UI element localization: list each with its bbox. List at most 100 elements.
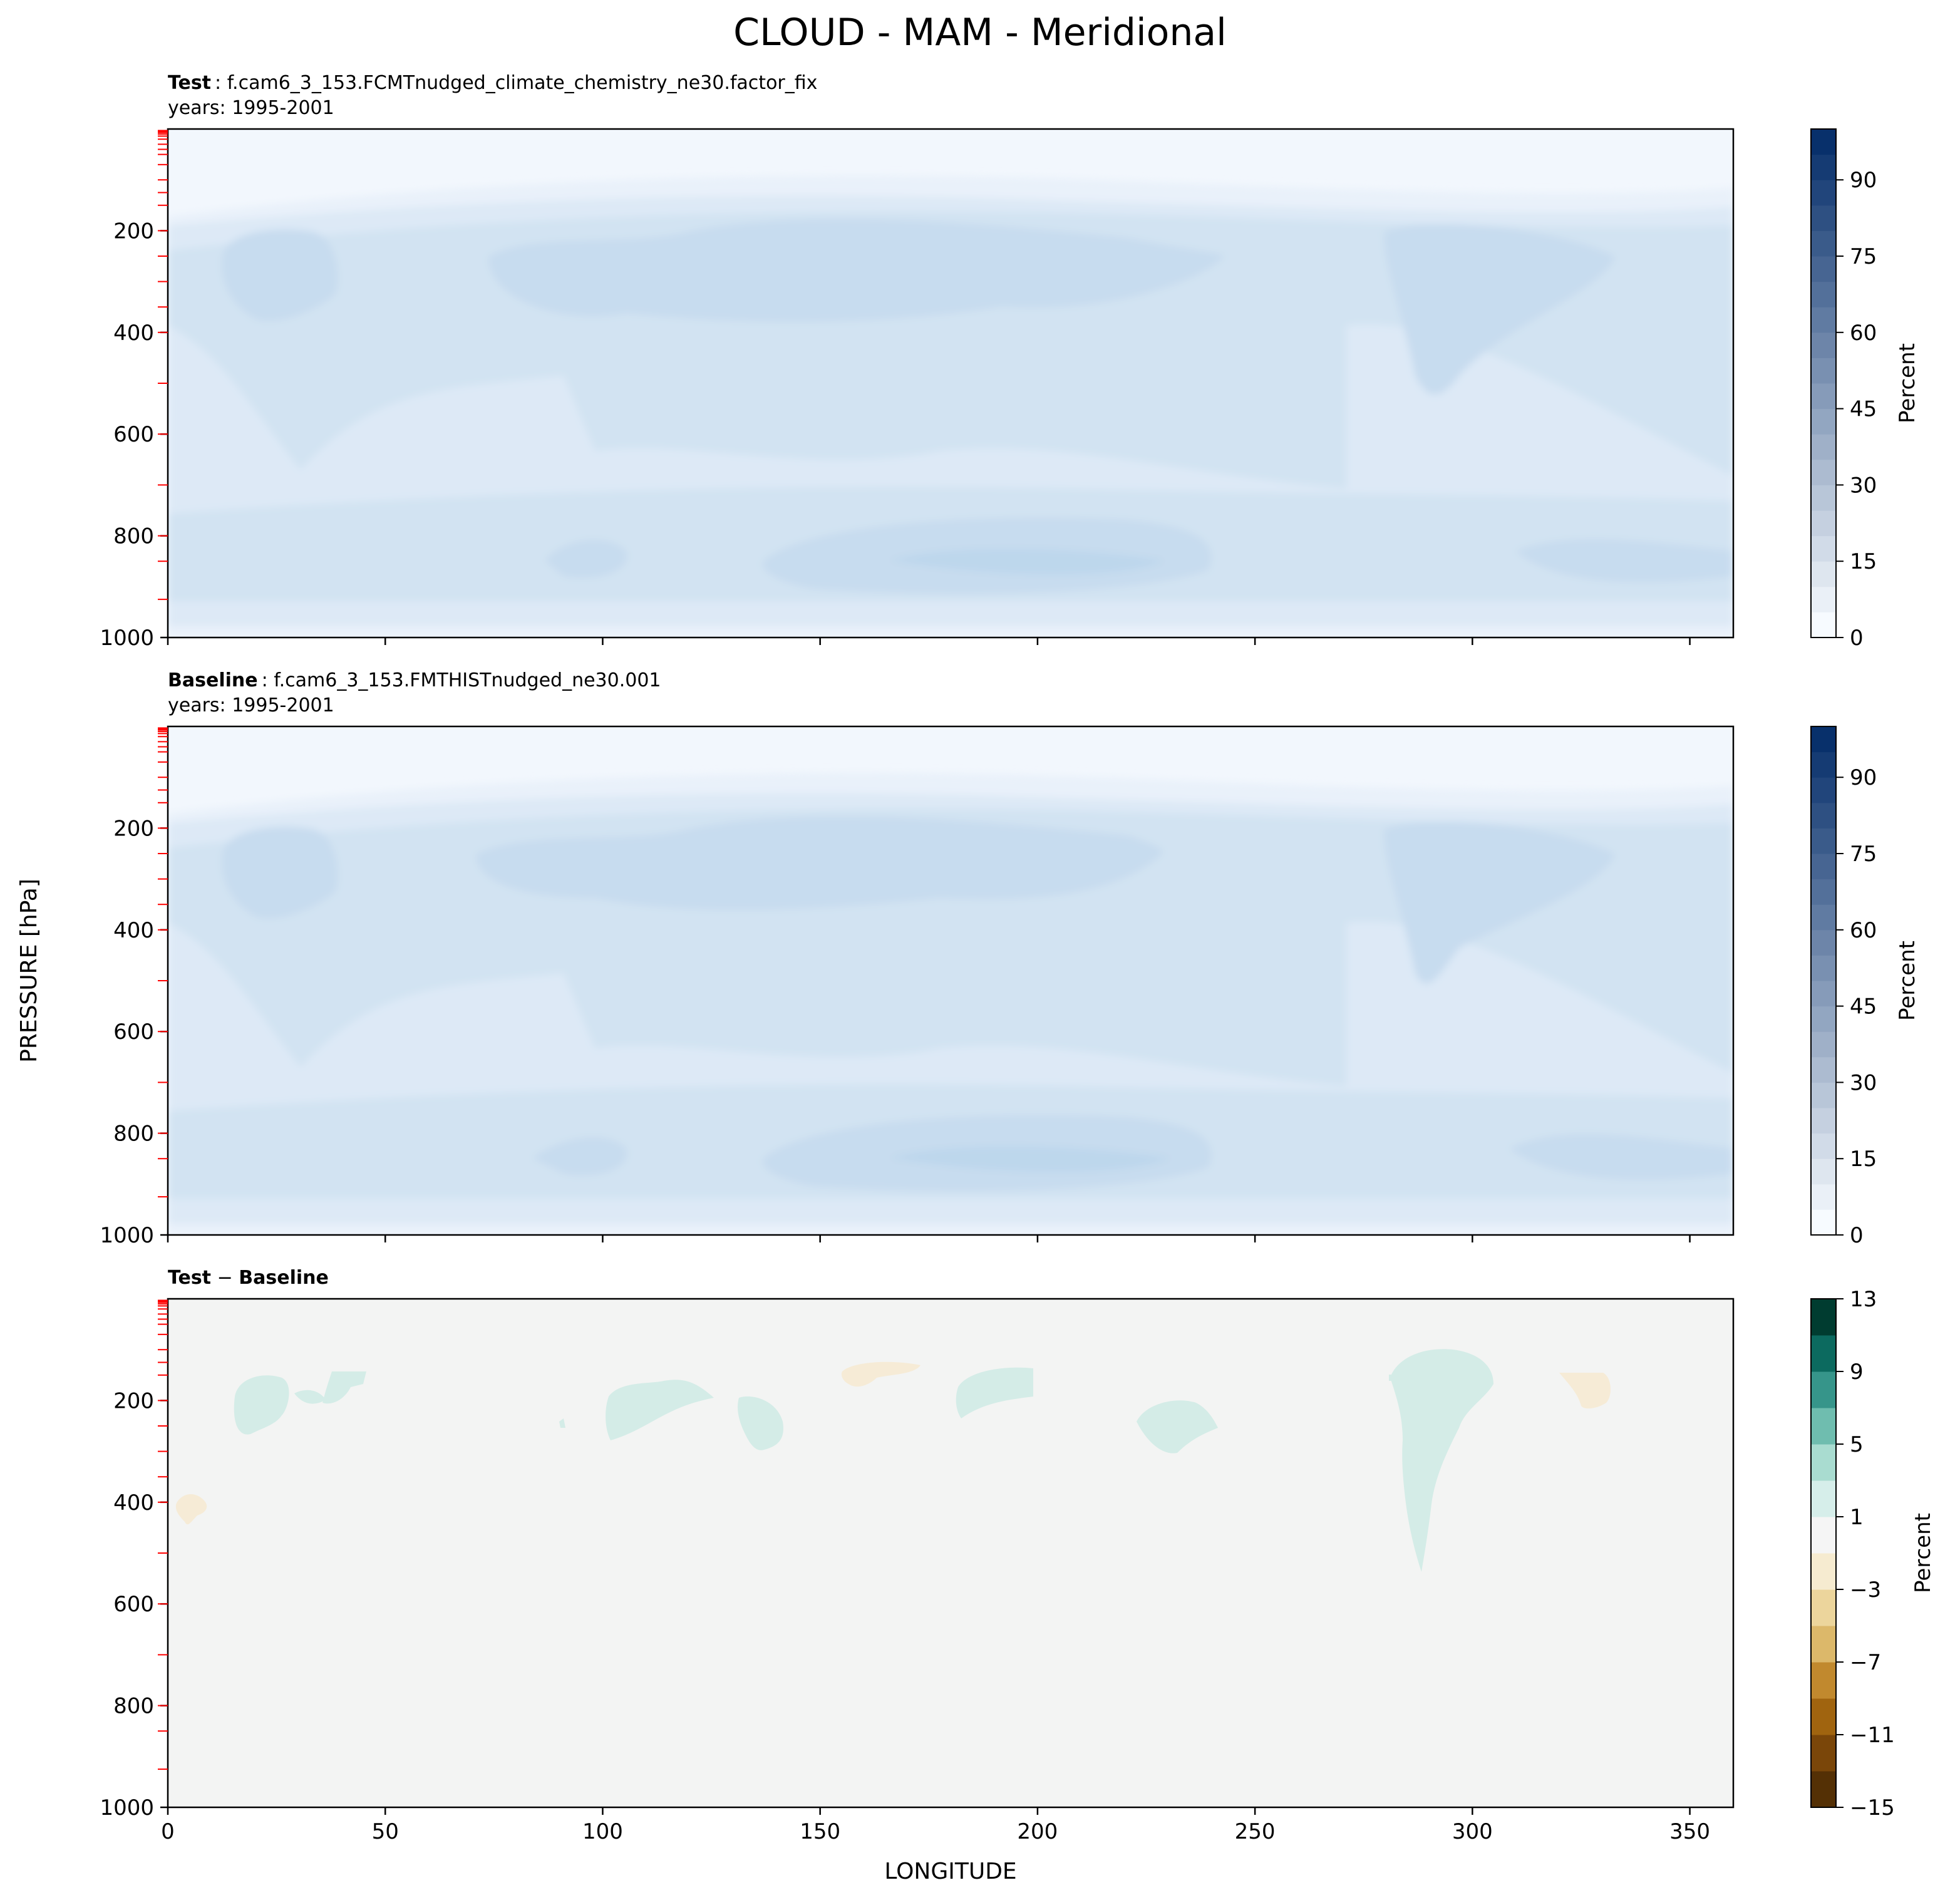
panel-test-low-blob-3 <box>1515 539 1733 582</box>
panel-test-header-bold: Test <box>168 72 211 94</box>
colorbar-swatch <box>1811 1408 1836 1445</box>
colorbar-tick-label: 1 <box>1850 1505 1864 1530</box>
colorbar-tick-label: 15 <box>1850 1147 1877 1172</box>
colorbar-swatch <box>1811 777 1836 803</box>
panel-baseline-low-blob-2 <box>532 1137 627 1175</box>
panel-test-upper-blob-1 <box>222 229 338 321</box>
colorbar-tick-label: −3 <box>1850 1577 1881 1603</box>
panel-test-upper-blob-3 <box>1384 224 1616 395</box>
colorbar-swatch <box>1811 256 1836 282</box>
colorbar-swatch <box>1811 828 1836 854</box>
colorbar-swatch <box>1811 1589 1836 1626</box>
panel-diff-header-bold: Test <box>168 1267 211 1289</box>
panel-baseline: Baseline: f.cam6_3_153.FMTHISTnudged_ne3… <box>100 669 1735 1248</box>
colorbar-swatch <box>1811 1108 1836 1134</box>
colorbar-tick-label: 90 <box>1850 168 1877 193</box>
colorbar-swatch <box>1811 586 1836 612</box>
x-tick-label: 50 <box>372 1819 399 1844</box>
colorbar-label: Percent <box>1895 343 1920 423</box>
panel-diff-header: Test − Baseline <box>168 1267 329 1289</box>
colorbar-swatch <box>1811 205 1836 231</box>
y-tick-label: 600 <box>113 422 154 447</box>
colorbar-swatch <box>1811 1031 1836 1058</box>
y-tick-label: 1000 <box>100 1795 154 1820</box>
colorbar-tick-label: 90 <box>1850 765 1877 790</box>
colorbar-swatch <box>1811 281 1836 307</box>
colorbar-swatch <box>1811 434 1836 460</box>
colorbar-swatch <box>1811 802 1836 829</box>
panel-test-years: years: 1995-2001 <box>168 97 334 119</box>
y-tick-label: 1000 <box>100 1223 154 1248</box>
colorbar-swatch <box>1811 1480 1836 1517</box>
colorbar-swatch <box>1811 612 1836 638</box>
panel-diff-axes: 0 50 100 150 200 250 300 350 200 400 600 800 1000 <box>100 1299 1710 1844</box>
x-tick-label: 300 <box>1452 1819 1493 1844</box>
colorbar-tick-label: 75 <box>1850 244 1877 269</box>
panel-test-upper-blob-2 <box>488 219 1225 322</box>
colorbar-swatch <box>1811 1517 1836 1554</box>
colorbar-tick-label: 60 <box>1850 918 1877 943</box>
colorbar-swatch <box>1811 510 1836 537</box>
x-tick-label: 100 <box>582 1819 623 1844</box>
y-tick-label: 800 <box>113 1122 154 1147</box>
diff-positive-patch-9 <box>1389 1375 1398 1381</box>
colorbar-label: Percent <box>1911 1513 1936 1593</box>
x-tick-label: 350 <box>1669 1819 1710 1844</box>
colorbar-swatch <box>1811 1335 1836 1372</box>
colorbar-swatch <box>1811 485 1836 511</box>
colorbar-tick-label: 45 <box>1850 397 1877 422</box>
colorbar-swatch <box>1811 561 1836 587</box>
colorbar-tick-label: 5 <box>1850 1432 1864 1457</box>
panel-test-low-blob-2 <box>545 540 627 578</box>
panel-baseline-upper-blob-3 <box>1384 821 1616 984</box>
colorbar-swatch <box>1811 535 1836 562</box>
colorbar-swatch <box>1811 332 1836 358</box>
x-tick-label: 200 <box>1017 1819 1058 1844</box>
colorbar-tick-label: 15 <box>1850 549 1877 574</box>
colorbar-swatch <box>1811 879 1836 905</box>
colorbar-swatch <box>1811 904 1836 931</box>
diff-positive-patch-7 <box>1137 1400 1218 1453</box>
colorbar-tick-label: 0 <box>1850 626 1864 651</box>
y-tick-label: 400 <box>113 1490 154 1515</box>
colorbar-swatch <box>1811 1159 1836 1185</box>
colorbar-frame <box>1810 726 1837 1236</box>
colorbar-frame <box>1810 128 1837 638</box>
colorbar-tick-label: 30 <box>1850 473 1877 498</box>
diff-positive-patch-8 <box>1390 1349 1493 1572</box>
colorbar-label: Percent <box>1895 941 1920 1021</box>
colorbar-tick-label: 30 <box>1850 1070 1877 1095</box>
colorbar-swatch <box>1811 1371 1836 1408</box>
figure-xlabel: LONGITUDE <box>884 1859 1016 1884</box>
colorbar-swatch <box>1811 1006 1836 1032</box>
colorbar-swatch <box>1811 408 1836 435</box>
panel-baseline-axes: 200 400 600 800 1000 <box>100 727 1691 1248</box>
diff-negative-patch-2 <box>841 1361 921 1387</box>
colorbar-swatch <box>1811 307 1836 333</box>
colorbar-tick-label: 13 <box>1850 1287 1877 1312</box>
colorbar-swatch <box>1811 1626 1836 1663</box>
colorbar-swatch <box>1811 383 1836 410</box>
colorbar-test: 0 15 30 45 60 75 90 Percent <box>1810 128 1920 651</box>
colorbar-tick-label: −11 <box>1850 1723 1895 1748</box>
colorbar-swatch <box>1811 1771 1836 1808</box>
panel-test-field <box>168 129 1733 638</box>
diff-positive-patch-5 <box>738 1396 783 1450</box>
colorbar-swatch <box>1811 154 1836 180</box>
panel-baseline-field <box>168 726 1733 1235</box>
diff-tiny-patch <box>559 1418 565 1428</box>
x-tick-label: 250 <box>1235 1819 1276 1844</box>
colorbar-tick-label: 75 <box>1850 842 1877 867</box>
diff-positive-patch-6 <box>956 1367 1033 1418</box>
y-tick-label: 200 <box>113 219 154 244</box>
colorbar-swatch <box>1811 726 1836 753</box>
colorbar-swatch <box>1811 854 1836 880</box>
panel-diff-header-sep: − <box>211 1267 239 1289</box>
panel-test: Test: f.cam6_3_153.FCMTnudged_climate_ch… <box>100 72 1735 651</box>
y-tick-label: 600 <box>113 1592 154 1617</box>
colorbar-swatch <box>1811 955 1836 981</box>
colorbar-swatch <box>1811 929 1836 956</box>
y-tick-label: 800 <box>113 1694 154 1719</box>
figure-ylabel: PRESSURE [hPa] <box>16 879 42 1063</box>
